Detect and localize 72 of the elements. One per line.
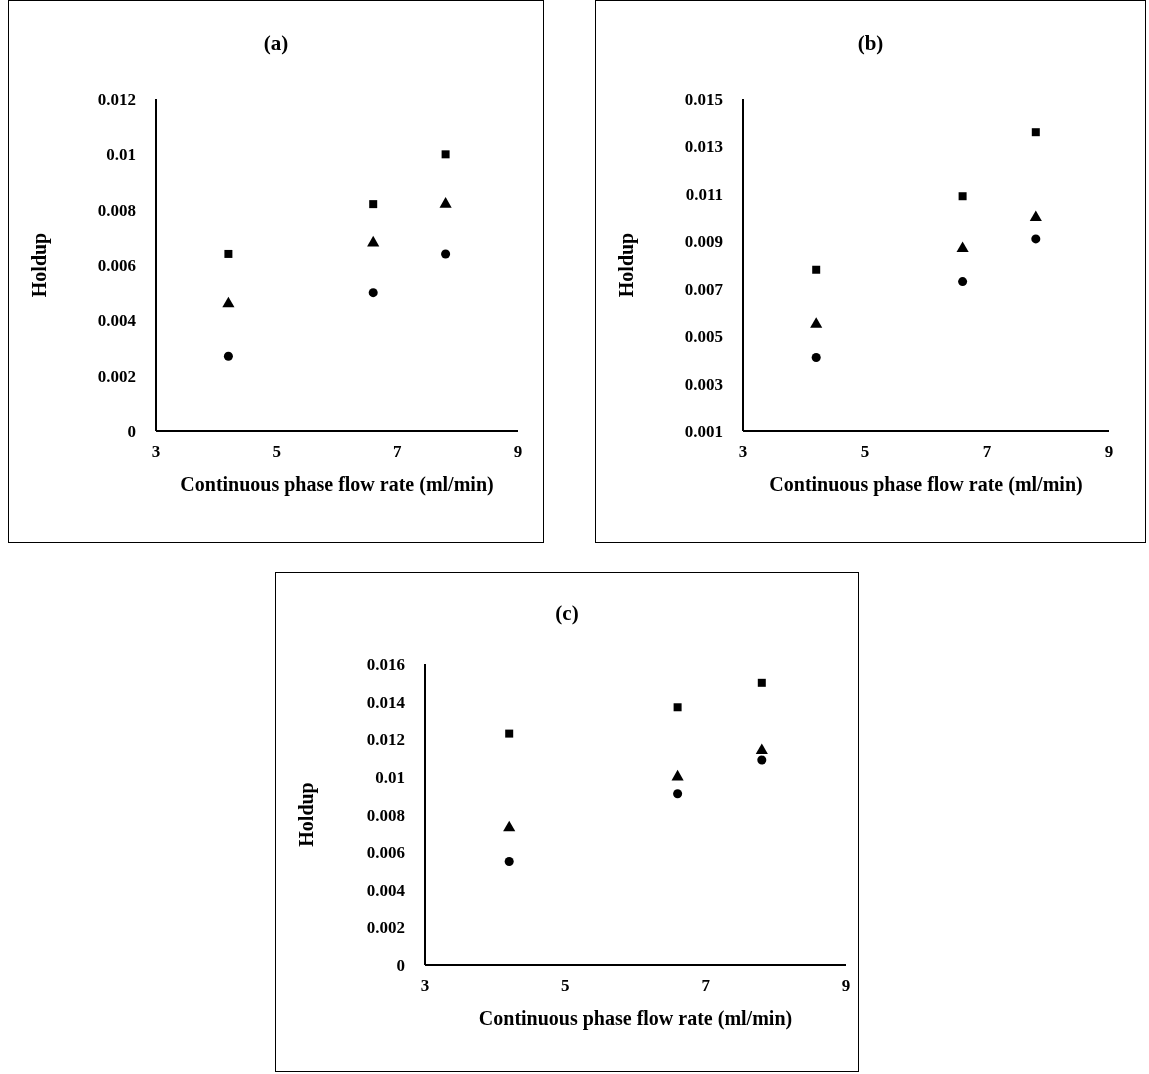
point	[222, 296, 235, 308]
y-tick-label: 0.015	[684, 90, 723, 110]
y-tick-label: 0	[127, 422, 136, 442]
point	[368, 288, 378, 298]
point	[223, 351, 233, 361]
chart-title: (c)	[554, 601, 580, 626]
point	[812, 265, 821, 274]
x-tick-label: 3	[420, 976, 430, 996]
point	[810, 317, 823, 328]
point	[757, 678, 766, 687]
y-tick-label: 0.006	[97, 256, 136, 276]
x-tick-label: 7	[982, 442, 992, 462]
point	[441, 249, 451, 259]
y-tick-label: 0.016	[366, 655, 405, 675]
y-axis-title: Holdup	[295, 782, 319, 847]
x-tick-label: 5	[272, 442, 281, 462]
point	[224, 249, 233, 258]
x-tick-label: 3	[151, 442, 161, 462]
y-tick-label: 0.008	[366, 805, 405, 825]
point	[367, 235, 380, 247]
point	[1029, 210, 1042, 222]
point	[958, 277, 968, 287]
y-tick-label: 0.011	[685, 184, 723, 204]
point	[673, 703, 682, 712]
point	[811, 352, 821, 362]
x-axis-title: Continuous phase flow rate (ml/min)	[478, 1007, 793, 1030]
y-tick-label: 0.004	[366, 880, 406, 900]
point	[504, 857, 514, 867]
point	[755, 743, 768, 755]
y-tick-label: 0.01	[375, 767, 405, 787]
point	[958, 192, 967, 201]
point	[1031, 128, 1040, 137]
y-tick-label: 0.007	[684, 279, 724, 299]
x-tick-label: 9	[1104, 442, 1114, 462]
x-tick-label: 9	[513, 442, 523, 462]
x-tick-label: 5	[561, 976, 570, 996]
y-tick-label: 0.009	[684, 232, 723, 252]
y-tick-label: 0.001	[684, 422, 723, 442]
y-tick-label: 0.005	[684, 327, 723, 347]
chart-title: (b)	[856, 31, 885, 56]
point	[671, 769, 684, 781]
y-axis-title: Holdup	[615, 232, 639, 298]
x-tick-label: 7	[701, 976, 711, 996]
point	[441, 150, 450, 159]
y-tick-label: 0.008	[97, 200, 136, 220]
y-tick-label: 0.01	[106, 145, 136, 165]
y-tick-label: 0.003	[684, 374, 723, 394]
y-tick-label: 0.012	[97, 90, 136, 110]
x-tick-label: 7	[393, 442, 403, 462]
y-tick-label: 0.012	[366, 730, 405, 750]
point	[369, 200, 378, 209]
y-tick-label: 0.014	[366, 692, 406, 712]
point	[503, 820, 516, 832]
y-tick-label: 0	[396, 956, 405, 976]
x-tick-label: 9	[841, 976, 851, 996]
point	[1031, 234, 1041, 244]
y-tick-label: 0.013	[684, 137, 723, 157]
y-axis-title: Holdup	[28, 232, 52, 298]
point	[505, 729, 514, 738]
x-tick-label: 5	[860, 442, 870, 462]
x-tick-label: 3	[738, 442, 748, 462]
point	[956, 241, 969, 252]
point	[439, 197, 452, 208]
y-tick-label: 0.002	[97, 366, 136, 386]
chart-title: (a)	[262, 31, 290, 56]
y-tick-label: 0.002	[366, 918, 405, 938]
point	[757, 755, 767, 765]
y-tick-label: 0.006	[366, 843, 405, 863]
x-axis-title: Continuous phase flow rate (ml/min)	[769, 473, 1083, 496]
y-tick-label: 0.004	[97, 311, 137, 331]
x-axis-title: Continuous phase flow rate (ml/min)	[180, 473, 494, 496]
point	[673, 789, 683, 799]
